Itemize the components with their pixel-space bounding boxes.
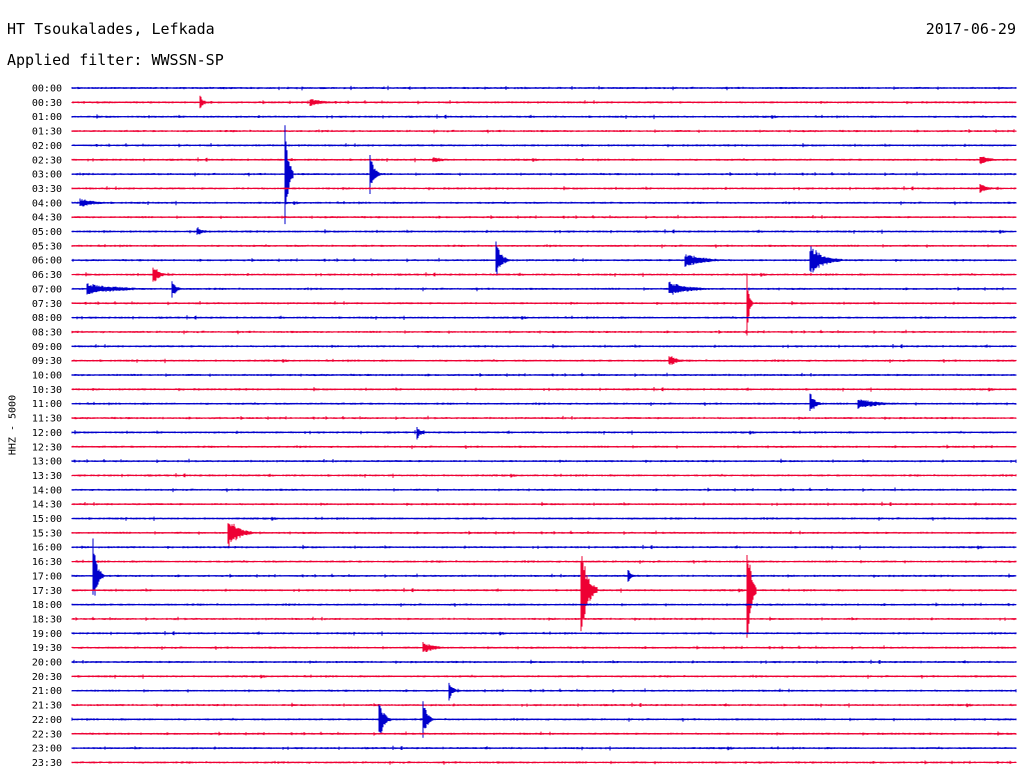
row-tick-label: 21:00 bbox=[32, 686, 62, 697]
row-tick-label: 00:30 bbox=[32, 98, 62, 109]
row-tick-label: 07:00 bbox=[32, 284, 62, 295]
row-tick-label: 06:00 bbox=[32, 256, 62, 267]
row-tick-label: 18:30 bbox=[32, 614, 62, 625]
date-label: 2017-06-29 bbox=[925, 20, 1016, 38]
row-tick-label: 22:30 bbox=[32, 729, 62, 740]
row-tick-label: 19:00 bbox=[32, 629, 62, 640]
row-tick-label: 00:00 bbox=[32, 84, 62, 95]
row-tick-label: 09:00 bbox=[32, 342, 62, 353]
row-tick-labels: 00:00 00:30 01:00 01:30 02:00 02:30 03:00 03:30… bbox=[32, 84, 62, 769]
row-tick-label: 03:00 bbox=[32, 170, 62, 181]
row-tick-label: 21:30 bbox=[32, 701, 62, 712]
row-tick-label: 11:00 bbox=[32, 399, 62, 410]
row-tick-label: 14:30 bbox=[32, 500, 62, 511]
filter-label: Applied filter: WWSSN-SP bbox=[7, 51, 224, 69]
trace-row bbox=[71, 642, 1017, 652]
row-tick-label: 05:30 bbox=[32, 241, 62, 252]
row-tick-label: 09:30 bbox=[32, 356, 62, 367]
row-tick-label: 07:30 bbox=[32, 299, 62, 310]
row-tick-label: 13:30 bbox=[32, 471, 62, 482]
trace-row bbox=[71, 523, 1017, 547]
row-tick-label: 08:00 bbox=[32, 313, 62, 324]
row-tick-label: 03:30 bbox=[32, 184, 62, 195]
row-tick-label: 15:30 bbox=[32, 528, 62, 539]
trace-row bbox=[71, 156, 1017, 165]
trace-row bbox=[71, 682, 1017, 701]
row-tick-label: 08:30 bbox=[32, 327, 62, 338]
row-tick-label: 15:00 bbox=[32, 514, 62, 525]
row-tick-label: 22:00 bbox=[32, 715, 62, 726]
row-tick-label: 10:00 bbox=[32, 371, 62, 382]
row-tick-label: 05:00 bbox=[32, 227, 62, 238]
row-tick-label: 04:00 bbox=[32, 198, 62, 209]
row-tick-label: 16:30 bbox=[32, 557, 62, 568]
row-tick-label: 20:00 bbox=[32, 658, 62, 669]
row-tick-label: 17:00 bbox=[32, 571, 62, 582]
row-tick-label: 16:00 bbox=[32, 543, 62, 554]
row-tick-label: 11:30 bbox=[32, 414, 62, 425]
row-tick-label: 13:00 bbox=[32, 457, 62, 468]
row-tick-label: 01:30 bbox=[32, 127, 62, 138]
row-tick-label: 02:00 bbox=[32, 141, 62, 152]
row-tick-label: 23:00 bbox=[32, 744, 62, 755]
row-tick-label: 18:00 bbox=[32, 600, 62, 611]
row-tick-label: 23:30 bbox=[32, 758, 62, 769]
row-tick-label: 17:30 bbox=[32, 586, 62, 597]
row-tick-label: 01:00 bbox=[32, 112, 62, 123]
trace-row bbox=[71, 393, 1017, 411]
row-tick-label: 12:00 bbox=[32, 428, 62, 439]
row-tick-label: 19:30 bbox=[32, 643, 62, 654]
row-tick-label: 06:30 bbox=[32, 270, 62, 281]
trace-row bbox=[71, 427, 1017, 440]
trace-row bbox=[71, 555, 1017, 638]
row-tick-label: 02:30 bbox=[32, 155, 62, 166]
row-tick-label: 12:30 bbox=[32, 442, 62, 453]
row-tick-label: 10:30 bbox=[32, 385, 62, 396]
row-tick-label: 14:00 bbox=[32, 485, 62, 496]
station-title: HT Tsoukalades, Lefkada bbox=[7, 20, 215, 38]
seismic-traces bbox=[71, 85, 1017, 765]
row-tick-label: 20:30 bbox=[32, 672, 62, 683]
trace-row bbox=[71, 275, 1017, 336]
row-tick-label: 04:30 bbox=[32, 213, 62, 224]
